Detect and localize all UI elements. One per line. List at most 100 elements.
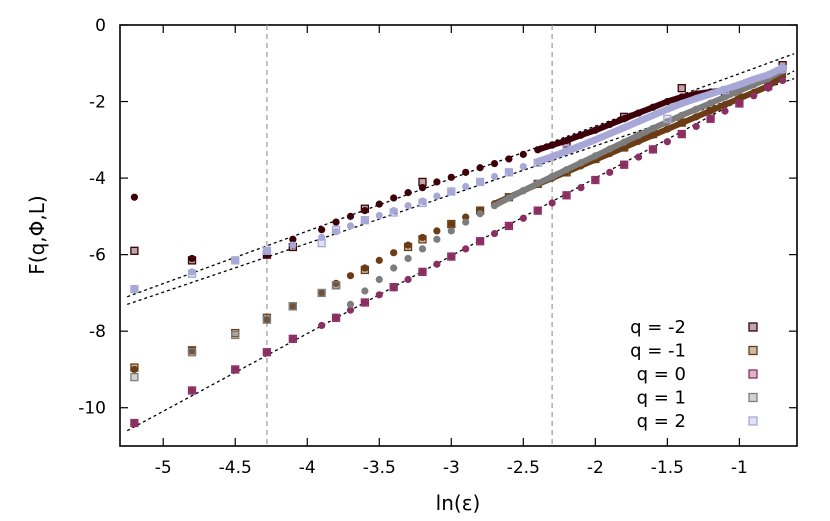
data-point-square [130, 372, 139, 382]
data-point-square [720, 85, 730, 95]
data-point-square [706, 114, 715, 123]
data-point-dot [663, 125, 671, 133]
data-point-dot [332, 218, 340, 226]
data-point-dot [548, 141, 556, 149]
data-point-dot [678, 130, 686, 138]
data-point-dot [231, 365, 239, 374]
data-point-dot [678, 111, 686, 119]
data-point-dot [634, 131, 643, 139]
data-point-dot [433, 178, 441, 186]
data-point-dot [678, 93, 686, 101]
data-point-dot [764, 71, 772, 79]
data-point-dot [318, 321, 326, 330]
data-point-square [475, 237, 485, 246]
data-point-dot [375, 256, 383, 264]
data-point-dot [361, 287, 369, 295]
data-point-dot [678, 119, 686, 127]
x-tick-label: -5 [155, 458, 172, 478]
y-tick-label: -2 [89, 93, 106, 113]
legend-label: q = 1 [637, 388, 686, 409]
data-point-dot [606, 145, 614, 153]
data-point-square [418, 235, 427, 244]
data-point-square [389, 283, 398, 292]
x-tick-label: -2.5 [507, 458, 540, 478]
legend-label: q = 2 [637, 411, 686, 432]
data-point-dot [505, 194, 513, 202]
data-point-square [360, 298, 370, 307]
data-point-dot [404, 202, 412, 210]
data-point-dot [263, 247, 271, 255]
axis-ticks: -5 -4.5 -4 -3.5 -3 -2.5 -2 -1.5 -10-2-4-6-8-10 [78, 16, 797, 478]
data-point-dot [591, 136, 599, 144]
data-point-dot [404, 275, 412, 284]
data-point-dot [562, 166, 571, 174]
data-point-square [562, 145, 571, 154]
data-point-dot [591, 152, 599, 160]
data-point-dot [735, 99, 743, 108]
data-point-square [764, 82, 773, 91]
data-point-dot [534, 179, 542, 188]
legend-swatch [748, 392, 758, 403]
data-point-dot [663, 97, 671, 106]
data-point-dot [634, 117, 643, 126]
data-point-dot [519, 214, 527, 222]
data-point-square [447, 187, 456, 196]
y-axis-label: F(q,Φ,L) [25, 195, 49, 274]
data-point-dot [476, 164, 484, 172]
data-point-square [418, 177, 427, 187]
data-point-dot [519, 163, 527, 171]
data-point-dot [548, 172, 556, 181]
data-point-square [562, 191, 571, 200]
data-point-dot [433, 260, 441, 268]
data-point-dot [591, 176, 599, 184]
series-1 [130, 73, 787, 374]
data-point-dot [346, 300, 355, 308]
data-point-square [231, 330, 240, 340]
data-point-square [360, 216, 370, 225]
series-2 [130, 76, 787, 428]
data-point-dot [692, 94, 700, 103]
data-point-square [418, 267, 427, 277]
reference-lines [266, 25, 553, 446]
data-point-dot [447, 220, 455, 228]
data-point-dot [476, 237, 484, 245]
data-point-square [619, 112, 629, 122]
legend-label: q = 0 [637, 364, 686, 385]
x-tick-label: -1.5 [651, 458, 684, 478]
data-point-square [130, 284, 139, 294]
x-tick-label: -1 [731, 458, 748, 478]
data-point-dot [318, 226, 326, 234]
data-point-dot [663, 105, 671, 113]
data-point-dot [418, 268, 427, 276]
data-point-dot [433, 227, 441, 235]
data-point-dot [778, 76, 787, 85]
data-point-square [288, 302, 298, 311]
data-point-dot [404, 254, 412, 263]
series-4 [130, 64, 787, 294]
data-point-dot [231, 256, 239, 264]
data-point-square [130, 418, 139, 428]
data-point-dot [505, 222, 513, 230]
data-point-dot [735, 87, 743, 95]
legend-label: q = -2 [630, 317, 686, 338]
data-point-square [677, 129, 686, 139]
data-point-dot [289, 302, 297, 310]
data-point-dot [130, 285, 139, 293]
data-point-dot [361, 216, 369, 224]
data-point-dot [346, 306, 355, 314]
x-axis-label: ln(ε) [436, 491, 481, 515]
data-point-square [504, 221, 514, 231]
data-point-dot [606, 130, 614, 138]
data-point-square [130, 246, 139, 255]
y-tick-label: -10 [78, 399, 106, 419]
data-point-square [778, 64, 787, 74]
data-point-square [591, 175, 600, 185]
data-point-dot [404, 189, 412, 197]
data-point-dot [346, 272, 355, 280]
data-point-square [533, 206, 542, 215]
series-thick-line [534, 64, 787, 166]
data-point-dot [519, 150, 527, 158]
data-point-square [663, 114, 672, 123]
data-point-dot [375, 275, 383, 284]
